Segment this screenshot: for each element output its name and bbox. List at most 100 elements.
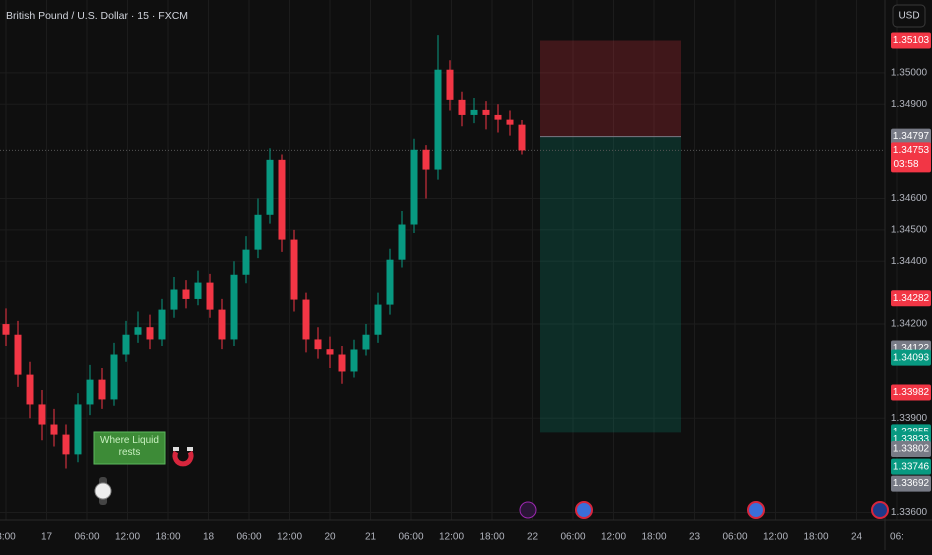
candle-body xyxy=(134,327,142,335)
candle-body xyxy=(422,149,430,170)
candle-body xyxy=(434,69,442,170)
candle-body xyxy=(170,289,178,310)
current-price-box xyxy=(891,142,931,173)
x-tick-label: 20 xyxy=(324,532,336,543)
candle-body xyxy=(98,379,106,400)
candle-body xyxy=(362,334,370,350)
x-tick-label: 18:00 xyxy=(479,532,504,543)
price-label: 1.33982 xyxy=(893,387,930,398)
price-label: 1.34282 xyxy=(893,293,930,304)
annotation: Where Liquid rests xyxy=(100,435,159,458)
target-zone xyxy=(540,136,681,433)
x-tick-label: 18:00 xyxy=(641,532,666,543)
candle-body xyxy=(374,304,382,335)
price-label-box xyxy=(891,441,931,458)
price-label: 1.33833 xyxy=(893,434,930,445)
candle-body xyxy=(326,349,334,355)
candle-body xyxy=(242,249,250,275)
y-tick-label: 1.34200 xyxy=(891,319,928,330)
candle-body xyxy=(482,109,490,115)
candle-body xyxy=(2,324,10,335)
current-price-label: 1.34753 xyxy=(893,145,930,156)
candle-body xyxy=(314,339,322,350)
price-label-box xyxy=(891,475,931,492)
candle-body xyxy=(182,289,190,299)
x-tick-label: 17 xyxy=(41,532,53,543)
candle-body xyxy=(278,159,286,240)
candle-body xyxy=(338,354,346,372)
candle-body xyxy=(290,239,298,300)
candle-body xyxy=(302,299,310,340)
event-icons xyxy=(519,501,889,519)
y-tick-label: 1.34400 xyxy=(891,256,928,267)
y-tick-label: 1.34900 xyxy=(891,99,928,110)
clock-icon xyxy=(94,477,112,505)
magnet-icon xyxy=(172,447,194,467)
candle-body xyxy=(470,109,478,115)
candle-body xyxy=(86,379,94,405)
candle-body xyxy=(158,309,166,340)
x-tick-label: 12:00 xyxy=(601,532,626,543)
candle-body xyxy=(206,282,214,310)
x-tick-label: 22 xyxy=(527,532,539,543)
candle-body xyxy=(194,282,202,299)
price-label-box xyxy=(891,384,931,401)
x-tick-label: 06:00 xyxy=(722,532,747,543)
currency-label[interactable]: USD xyxy=(898,11,919,22)
candle-body xyxy=(518,124,526,151)
candle-body xyxy=(230,274,238,340)
candle-body xyxy=(266,159,274,215)
x-tick-label: 12:00 xyxy=(439,532,464,543)
x-tick-label: 06:00 xyxy=(398,532,423,543)
annotation-box xyxy=(93,431,166,465)
price-label-box xyxy=(891,458,931,475)
candle-body xyxy=(446,69,454,100)
price-label: 1.34122 xyxy=(893,343,930,354)
x-tick-label: 12:00 xyxy=(115,532,140,543)
annotation-text: Where Liquid rests xyxy=(100,435,159,458)
symbol-title: British Pound / U.S. Dollar · 15 · FXCM xyxy=(6,10,188,22)
x-tick-label: 18:00 xyxy=(155,532,180,543)
price-label-box xyxy=(891,128,931,145)
candle-body xyxy=(50,424,58,435)
x-tick-label: 06:00 xyxy=(74,532,99,543)
x-tick-label: 06: xyxy=(890,532,904,543)
price-label: 1.34093 xyxy=(893,352,930,363)
y-tick-label: 1.34600 xyxy=(891,193,928,204)
candle-body xyxy=(110,354,118,400)
x-tick-label: 18 xyxy=(203,532,215,543)
candle-body xyxy=(494,114,502,120)
price-label: 1.33692 xyxy=(893,478,930,489)
price-label: 1.33746 xyxy=(893,461,930,472)
candle-body xyxy=(386,259,394,305)
candle-body xyxy=(146,327,154,340)
candle-body xyxy=(350,349,358,372)
candle-body xyxy=(218,309,226,340)
price-label-box xyxy=(891,349,931,366)
y-tick-label: 1.35000 xyxy=(891,67,928,78)
x-tick-label: 21 xyxy=(365,532,377,543)
candle-body xyxy=(398,224,406,260)
candle-body xyxy=(122,334,130,355)
y-tick-label: 1.33600 xyxy=(891,507,928,518)
price-label: 1.35103 xyxy=(893,35,930,46)
candle-body xyxy=(38,404,46,425)
candle-body xyxy=(26,374,34,405)
candle-body xyxy=(74,404,82,455)
candle-body xyxy=(410,149,418,225)
candle-body xyxy=(62,434,70,455)
x-tick-label: 23 xyxy=(689,532,701,543)
price-label-box xyxy=(891,32,931,49)
y-tick-label: 1.34500 xyxy=(891,224,928,235)
price-label-box xyxy=(891,290,931,307)
x-tick-label: 12:00 xyxy=(763,532,788,543)
x-tick-label: 12:00 xyxy=(277,532,302,543)
x-tick-label: 06:00 xyxy=(560,532,585,543)
currency-button[interactable] xyxy=(892,4,926,28)
stop-zone xyxy=(540,40,681,137)
price-label: 1.33802 xyxy=(893,444,930,455)
candle-body xyxy=(14,334,22,375)
price-label: 1.34797 xyxy=(893,131,930,142)
